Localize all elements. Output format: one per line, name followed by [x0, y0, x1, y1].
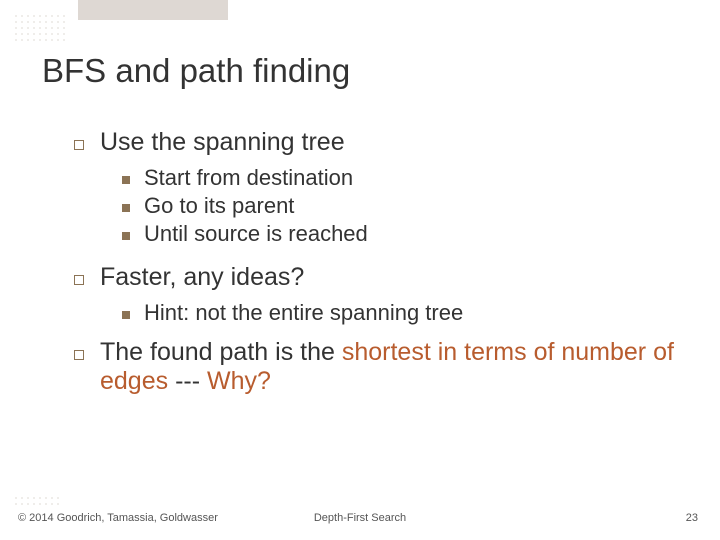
bullet-text: Use the spanning tree — [100, 128, 345, 157]
text-mid: --- — [168, 367, 207, 395]
bullet-l1-faster: Faster, any ideas? — [74, 263, 674, 292]
slide: BFS and path finding Use the spanning tr… — [0, 0, 720, 540]
filled-square-bullet-icon — [122, 176, 130, 184]
text-pre: The found path is the — [100, 338, 342, 366]
bullet-l2-parent: Go to its parent — [122, 193, 674, 219]
bullet-l1-spanning-tree: Use the spanning tree — [74, 128, 674, 157]
hollow-square-bullet-icon — [74, 350, 84, 360]
filled-square-bullet-icon — [122, 204, 130, 212]
filled-square-bullet-icon — [122, 232, 130, 240]
bullet-text: The found path is the shortest in terms … — [100, 338, 674, 396]
bullet-text: Faster, any ideas? — [100, 263, 304, 292]
bullet-l2-until: Until source is reached — [122, 221, 674, 247]
bullet-text: Start from destination — [144, 165, 353, 191]
bullet-l2-hint: Hint: not the entire spanning tree — [122, 300, 674, 326]
hollow-square-bullet-icon — [74, 140, 84, 150]
slide-content: Use the spanning tree Start from destina… — [74, 128, 674, 404]
bullet-text: Go to its parent — [144, 193, 294, 219]
bullet-l1-shortest: The found path is the shortest in terms … — [74, 338, 674, 396]
footer-page-number: 23 — [686, 512, 698, 524]
slide-title: BFS and path finding — [42, 52, 350, 90]
filled-square-bullet-icon — [122, 311, 130, 319]
bullet-text: Until source is reached — [144, 221, 368, 247]
hollow-square-bullet-icon — [74, 275, 84, 285]
footer-title: Depth-First Search — [0, 512, 720, 524]
bullet-l2-start: Start from destination — [122, 165, 674, 191]
bullet-text: Hint: not the entire spanning tree — [144, 300, 463, 326]
highlight-why: Why? — [207, 367, 271, 395]
